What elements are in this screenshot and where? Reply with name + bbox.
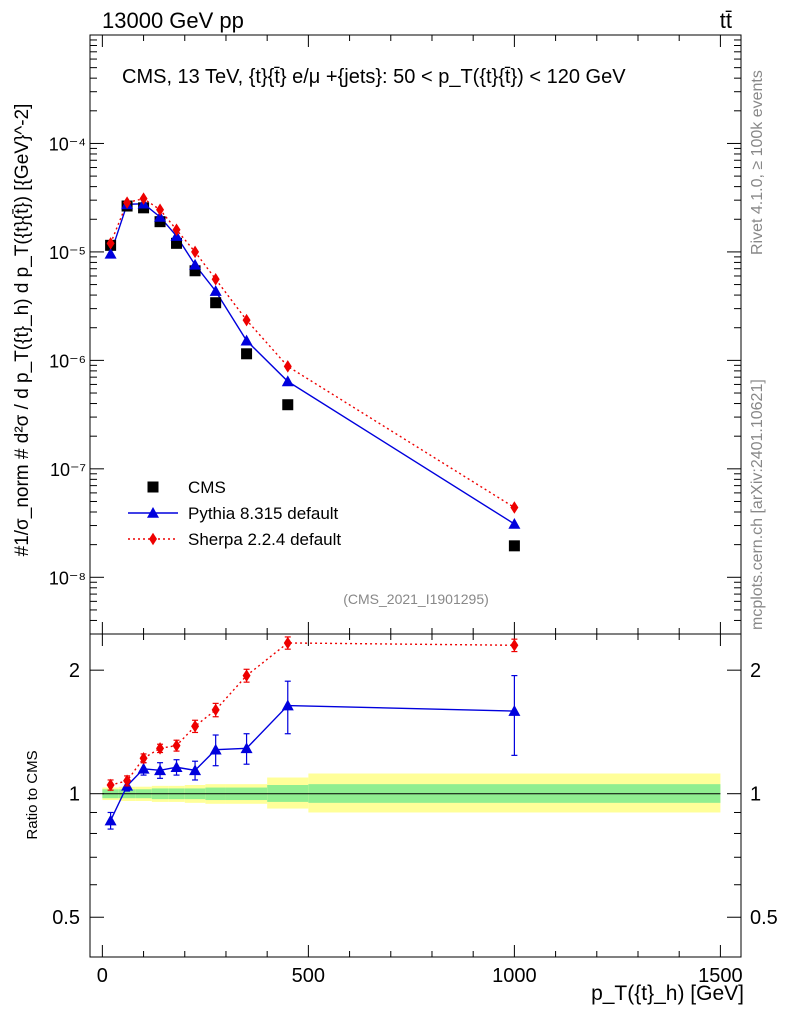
sherpa-ratio-point [172,739,181,752]
cms-point [171,237,183,249]
sherpa-point [172,223,181,237]
sherpa-ratio-point [211,703,220,717]
sherpa-point [156,203,165,216]
y-tick-label: 10⁻⁶ [49,351,86,371]
legend-cms-marker [147,481,159,493]
cms-point [241,348,253,360]
pythia-point [281,375,294,387]
header-process: 13000 GeV pp [102,8,244,33]
main-y-axis-label: #1/σ_norm # d²σ / d p_T({t}_h) d p_T({t}… [12,104,33,557]
sherpa-ratio-point [242,669,251,682]
rivet-version-label: Rivet 4.1.0, ≥ 100k events [749,70,766,255]
sherpa-point [510,501,519,514]
pythia-point [209,285,222,296]
legend-label: Sherpa 2.2.4 default [188,530,341,549]
pythia-ratio-point [209,743,222,755]
sherpa-point [242,313,251,327]
pythia-ratio-point [189,764,202,776]
legend-label: CMS [188,478,226,497]
ratio-frame [89,633,742,958]
analysis-id-label: (CMS_2021_I1901295) [343,591,489,607]
main-data-series [104,192,521,552]
sherpa-ratio-point [156,742,165,755]
sherpa-point [139,192,148,205]
ratio-axis-ticks: 0 500 1000 1500 0.5 0.5 1 1 2 2 [52,634,778,987]
sherpa-point [211,272,220,286]
legend-pythia-marker [147,507,159,518]
y-tick-label-right: 0.5 [750,907,778,929]
ratio-uncertainty-band [102,773,721,813]
main-axis-ticks: 10⁻⁸ 10⁻⁷ 10⁻⁶ 10⁻⁵ 10⁻⁴ [49,35,741,635]
header-final-state: tt̄ [720,8,732,33]
sherpa-line [109,197,515,509]
main-panel: 10⁻⁸ 10⁻⁷ 10⁻⁶ 10⁻⁵ 10⁻⁴ CMS, 13 TeV, {t}{t̄… [12,34,742,635]
sherpa-point [106,237,115,250]
cms-point [210,297,222,309]
pythia-point [189,258,202,270]
y-tick-label: 2 [69,660,80,682]
x-axis-label: p_T({t}_h) [GeV] [591,982,744,1005]
y-tick-label-right: 1 [750,784,761,806]
y-tick-label: 10⁻⁸ [49,568,86,588]
sherpa-ratio-point [283,636,292,650]
pythia-point [104,247,117,259]
pythia-ratio-point [170,761,183,773]
cms-point [282,399,294,411]
legend-sherpa-marker [149,532,157,546]
plot-title: CMS, 13 TeV, {t}{t̄} e/μ +{jets}: 50 < p… [122,66,626,88]
sherpa-ratio-point [106,778,115,792]
cms-point [508,540,520,552]
pythia-ratio-point [281,699,294,711]
sherpa-ratio-point [191,720,200,733]
cms-point [189,265,201,277]
sherpa-point [123,196,132,209]
x-tick-label: 0 [97,965,108,987]
pythia-line [109,203,515,525]
x-tick-label: 500 [292,965,325,987]
pythia-point [154,210,167,222]
ratio-y-axis-label: Ratio to CMS [24,750,41,839]
x-tick-label: 1000 [492,965,537,987]
pythia-ratio-point [508,705,521,716]
y-tick-label: 10⁻⁴ [49,134,86,154]
sherpa-ratio-point [123,774,132,788]
ratio-panel: 0 500 1000 1500 0.5 0.5 1 1 2 2 Ratio to CMS p_T(… [24,633,778,1005]
sherpa-ratio-point [139,752,148,765]
y-tick-label: 10⁻⁵ [49,243,86,263]
pythia-ratio-line [109,704,515,821]
y-tick-label-right: 2 [750,660,761,682]
sherpa-point [283,360,292,373]
legend-label: Pythia 8.315 default [188,504,339,523]
pythia-point [508,517,521,529]
y-tick-label: 0.5 [52,907,80,929]
pythia-ratio-point [240,742,253,754]
ratio-data-series [104,636,521,830]
y-tick-label: 1 [69,784,80,806]
pythia-ratio-point [104,814,117,826]
sherpa-ratio-line [110,642,515,786]
x-tick-label: 1500 [698,965,743,987]
sherpa-point [191,245,200,259]
pythia-ratio-point [137,762,150,774]
pythia-ratio-point [154,764,167,776]
y-tick-label: 10⁻⁷ [50,460,86,480]
legend: CMS Pythia 8.315 default Sherpa 2.2.4 defa… [128,478,341,549]
mcplots-credit-label: mcplots.cern.ch [arXiv:2401.10621] [749,379,766,630]
pythia-point [240,334,253,346]
sherpa-ratio-point [510,639,519,652]
